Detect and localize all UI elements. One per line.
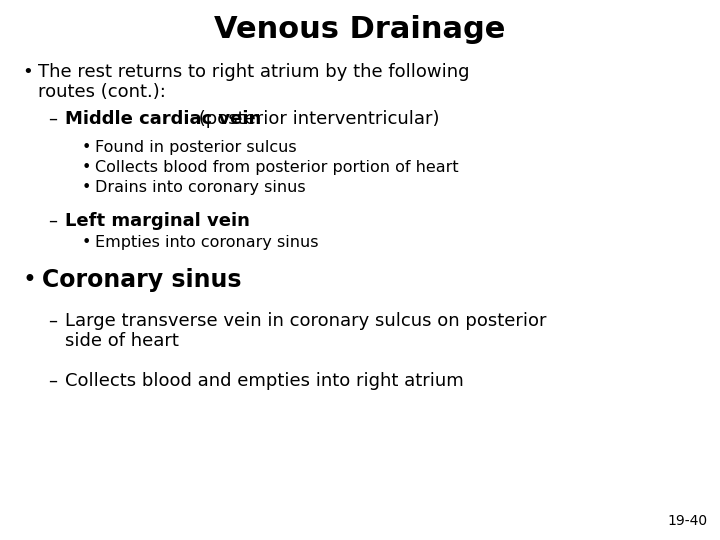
Text: •: • bbox=[22, 268, 36, 292]
Text: side of heart: side of heart bbox=[65, 332, 179, 350]
Text: routes (cont.):: routes (cont.): bbox=[38, 83, 166, 101]
Text: Collects blood from posterior portion of heart: Collects blood from posterior portion of… bbox=[95, 160, 459, 175]
Text: (posterior interventricular): (posterior interventricular) bbox=[193, 110, 439, 128]
Text: Drains into coronary sinus: Drains into coronary sinus bbox=[95, 180, 305, 195]
Text: Large transverse vein in coronary sulcus on posterior: Large transverse vein in coronary sulcus… bbox=[65, 312, 546, 330]
Text: Left marginal vein: Left marginal vein bbox=[65, 212, 250, 230]
Text: Coronary sinus: Coronary sinus bbox=[42, 268, 241, 292]
Text: –: – bbox=[48, 212, 57, 230]
Text: •: • bbox=[22, 63, 32, 81]
Text: –: – bbox=[48, 312, 57, 330]
Text: •: • bbox=[82, 160, 91, 175]
Text: 19-40: 19-40 bbox=[668, 514, 708, 528]
Text: Middle cardiac vein: Middle cardiac vein bbox=[65, 110, 261, 128]
Text: Empties into coronary sinus: Empties into coronary sinus bbox=[95, 235, 318, 250]
Text: –: – bbox=[48, 372, 57, 390]
Text: Collects blood and empties into right atrium: Collects blood and empties into right at… bbox=[65, 372, 464, 390]
Text: •: • bbox=[82, 180, 91, 195]
Text: Found in posterior sulcus: Found in posterior sulcus bbox=[95, 140, 297, 155]
Text: •: • bbox=[82, 140, 91, 155]
Text: Venous Drainage: Venous Drainage bbox=[215, 15, 505, 44]
Text: The rest returns to right atrium by the following: The rest returns to right atrium by the … bbox=[38, 63, 469, 81]
Text: •: • bbox=[82, 235, 91, 250]
Text: –: – bbox=[48, 110, 57, 128]
